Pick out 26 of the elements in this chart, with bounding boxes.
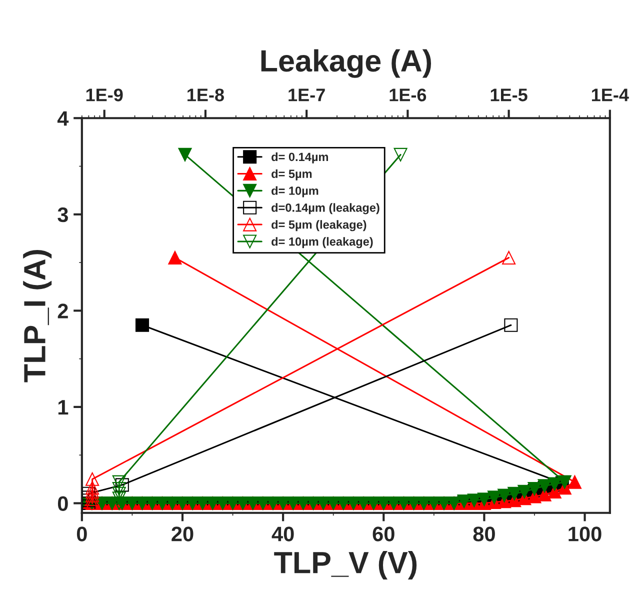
- x2-tick-label: 1E-4: [592, 88, 629, 102]
- x2-tick-label: 1E-8: [188, 88, 224, 102]
- legend-label: d= 0.14µm: [272, 152, 328, 164]
- x-tick-label: 40: [272, 526, 294, 542]
- y-tick-label: 1: [58, 400, 68, 414]
- x2-tick-label: 1E-5: [490, 88, 528, 102]
- y-tick-label: 3: [58, 207, 68, 222]
- legend-label: d= 5µm (leakage): [272, 220, 366, 232]
- legend-label: d=0.14µm (leakage): [272, 203, 380, 214]
- x-axis-title: TLP_V (V): [274, 551, 417, 580]
- x-tick-label: 100: [568, 526, 602, 542]
- y-tick-label: 4: [57, 111, 69, 126]
- x2-tick-label: 1E-9: [86, 88, 123, 102]
- x2-axis-title: Leakage (A): [261, 49, 432, 78]
- y-axis-title: TLP_I (A): [23, 250, 52, 382]
- y-tick-label: 0: [58, 496, 68, 511]
- x2-tick-label: 1E-6: [390, 88, 426, 102]
- x-tick-label: 80: [473, 526, 495, 542]
- x-tick-label: 20: [172, 526, 194, 542]
- legend-label: d= 10µm: [272, 186, 318, 198]
- x-tick-label: 0: [76, 526, 87, 542]
- x2-tick-label: 1E-7: [288, 88, 325, 102]
- x-tick-label: 60: [372, 526, 394, 542]
- y-tick-label: 2: [58, 304, 68, 318]
- legend-label: d= 5µm: [272, 169, 312, 180]
- legend-label: d= 10µm (leakage): [272, 237, 373, 248]
